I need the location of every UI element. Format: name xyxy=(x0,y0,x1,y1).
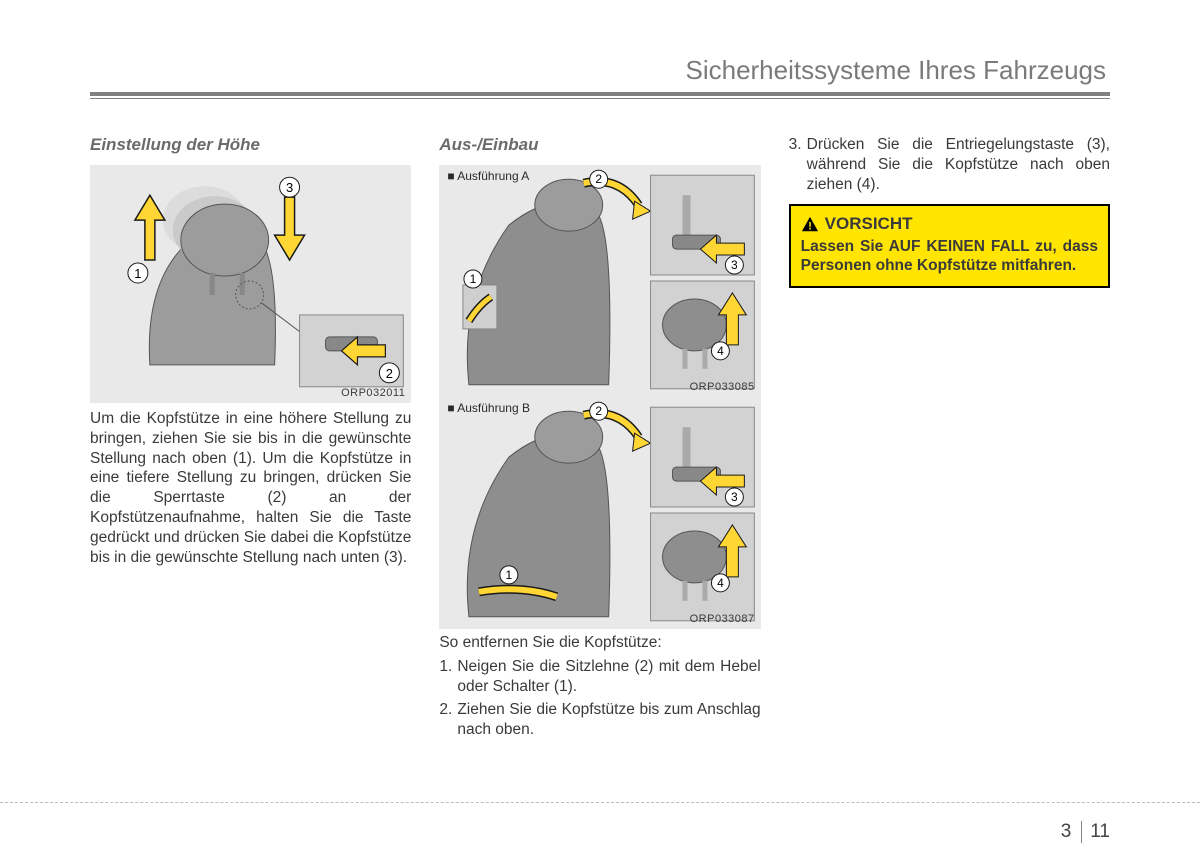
callout-3: 3 xyxy=(286,180,293,195)
arrow-up-1 xyxy=(135,195,165,260)
columns: Einstellung der Höhe xyxy=(90,135,1110,742)
step1-text: Neigen Sie die Sitzlehne (2) mit dem Heb… xyxy=(457,657,760,697)
col2-intro: So entfernen Sie die Kopfstütze: xyxy=(439,633,760,653)
figure-code-b: ORP033087 xyxy=(690,613,755,625)
callout-a4: 4 xyxy=(717,344,724,358)
callout-2: 2 xyxy=(386,366,393,381)
caution-body: Lassen Sie AUF KEINEN FALL zu, dass Pers… xyxy=(801,238,1098,276)
column-2: Aus-/Einbau ■ Ausführung A 1 xyxy=(439,135,760,742)
section-number: 3 xyxy=(1061,821,1083,843)
page-content: Sicherheitssysteme Ihres Fahrzeugs Einst… xyxy=(90,55,1110,742)
caution-title: VORSICHT xyxy=(825,214,913,234)
col2-step-2: 2. Ziehen Sie die Kopfstütze bis zum Ans… xyxy=(439,700,760,740)
callout-b2: 2 xyxy=(596,404,603,418)
headrest-shape xyxy=(181,204,269,276)
callout-a2: 2 xyxy=(596,172,603,186)
figure-variant-b: ■ Ausführung B 1 2 xyxy=(439,397,760,629)
figure-code-a: ORP033085 xyxy=(690,381,755,393)
headrest-b xyxy=(535,411,603,463)
post-b4l xyxy=(683,581,688,601)
column-3: 3. Drücken Sie die Entriegelungstaste (3… xyxy=(789,135,1110,742)
post-a xyxy=(683,195,691,235)
step1-num: 1. xyxy=(439,657,457,697)
callout-1: 1 xyxy=(134,266,141,281)
variant-b-label: ■ Ausführung B xyxy=(447,401,530,415)
step2-num: 2. xyxy=(439,700,457,740)
column-1: Einstellung der Höhe xyxy=(90,135,411,742)
figure-variant-b-svg: 1 2 3 xyxy=(439,397,760,629)
chapter-title: Sicherheitssysteme Ihres Fahrzeugs xyxy=(90,55,1110,92)
header-rule-thin xyxy=(90,98,1110,99)
headrest-a xyxy=(535,179,603,231)
post-b xyxy=(683,427,691,467)
arrow-down-3 xyxy=(275,197,305,260)
page-num: 11 xyxy=(1090,821,1110,842)
col2-heading: Aus-/Einbau xyxy=(439,135,760,155)
post-b4r xyxy=(703,581,708,601)
warning-triangle-icon: ! xyxy=(801,216,819,232)
step3-text: Drücken Sie die Entriegelungstaste (3), … xyxy=(807,135,1110,194)
step2-text: Ziehen Sie die Kopfstütze bis zum Anschl… xyxy=(457,700,760,740)
figure-height-adjust: 1 3 2 ORP032011 xyxy=(90,165,411,403)
arc-a-head xyxy=(633,201,651,219)
page-footer: 3 11 xyxy=(0,802,1200,843)
header-rule-thick xyxy=(90,92,1110,96)
callout-a1: 1 xyxy=(470,272,477,286)
callout-b1: 1 xyxy=(506,568,513,582)
arc-b-head xyxy=(633,433,651,451)
caution-title-row: ! VORSICHT xyxy=(801,214,1098,234)
post-a4r xyxy=(703,349,708,369)
figure-height-adjust-svg: 1 3 2 xyxy=(90,165,411,403)
footer-dash-rule xyxy=(0,802,1200,803)
col3-step-3: 3. Drücken Sie die Entriegelungstaste (3… xyxy=(789,135,1110,194)
variant-a-label: ■ Ausführung A xyxy=(447,169,529,183)
callout-a3: 3 xyxy=(731,258,738,272)
post-a4l xyxy=(683,349,688,369)
figure-code-1: ORP032011 xyxy=(341,387,405,399)
col1-heading: Einstellung der Höhe xyxy=(90,135,411,155)
callout-b3: 3 xyxy=(731,490,738,504)
svg-text:!: ! xyxy=(808,221,812,233)
callout-b4: 4 xyxy=(717,576,724,590)
page-number: 3 11 xyxy=(0,821,1200,843)
step3-num: 3. xyxy=(789,135,807,194)
col1-paragraph: Um die Kopfstütze in eine höhere Stellun… xyxy=(90,409,411,568)
figure-variant-a-svg: 1 2 3 xyxy=(439,165,760,397)
caution-box: ! VORSICHT Lassen Sie AUF KEINEN FALL zu… xyxy=(789,204,1110,288)
headrest-post-l xyxy=(210,273,215,295)
figure-variant-a: ■ Ausführung A 1 2 xyxy=(439,165,760,397)
col2-step-1: 1. Neigen Sie die Sitzlehne (2) mit dem … xyxy=(439,657,760,697)
headrest-post-r xyxy=(240,273,245,295)
